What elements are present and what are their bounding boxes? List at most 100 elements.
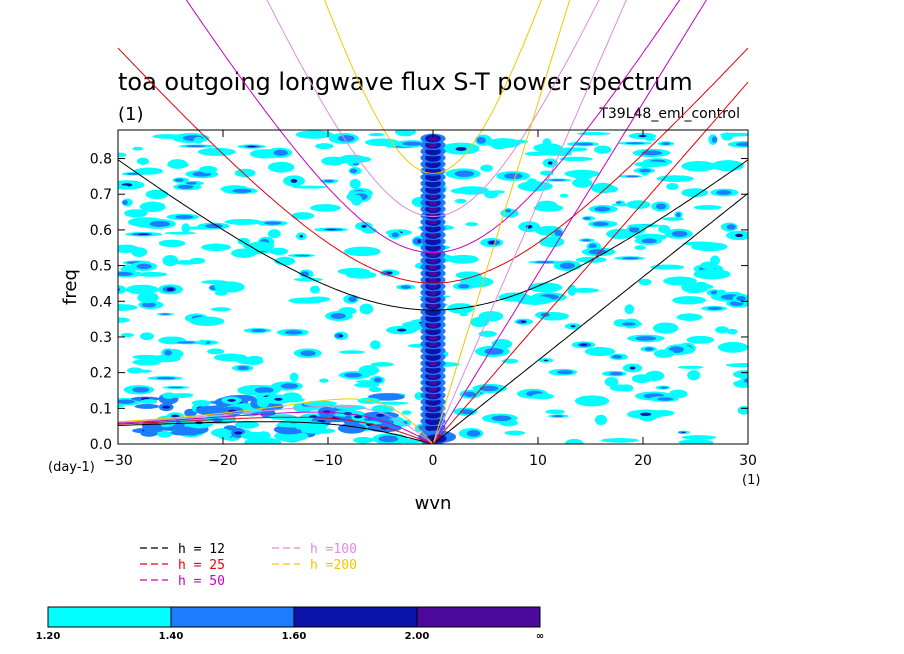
contour-blob xyxy=(134,167,164,175)
contour-blob xyxy=(291,185,328,189)
contour-blob xyxy=(319,378,329,383)
rossby-curve xyxy=(117,411,434,445)
dispersion-curves xyxy=(117,0,749,445)
contour-blob xyxy=(291,212,315,220)
contour-blob xyxy=(368,386,382,393)
chart-title: toa outgoing longwave flux S-T power spe… xyxy=(118,68,693,96)
contour-blob xyxy=(186,181,198,185)
contour-blob xyxy=(300,350,316,357)
contour-blob xyxy=(371,405,395,413)
contour-blob xyxy=(662,217,685,221)
contour-blob xyxy=(668,389,688,399)
contour-blob xyxy=(644,137,657,141)
contour-blob xyxy=(118,152,127,158)
contour-blob xyxy=(559,193,569,198)
contour-blob xyxy=(491,415,512,422)
contour-blob xyxy=(156,376,176,380)
colorbar-swatch xyxy=(170,606,295,628)
y-tick-label: 0.4 xyxy=(90,294,112,310)
contour-blob xyxy=(638,278,652,286)
contour-blob xyxy=(588,249,608,255)
colorbar-label: 1.20 xyxy=(36,631,61,642)
contour-blob xyxy=(542,148,572,156)
contour-blob xyxy=(428,142,438,148)
contour-blob xyxy=(466,430,481,437)
contour-blob xyxy=(310,204,341,212)
contour-blob xyxy=(625,175,640,178)
contour-blob xyxy=(592,221,609,227)
contour-blob xyxy=(223,425,238,431)
contour-blob xyxy=(376,413,385,417)
contour-blob xyxy=(726,328,738,335)
contour-blob xyxy=(715,326,729,334)
contour-blob xyxy=(185,145,206,148)
contour-blob xyxy=(681,188,709,198)
contour-blob xyxy=(132,354,161,360)
contour-blob xyxy=(428,277,438,283)
contour-blob xyxy=(488,240,496,245)
contour-blob xyxy=(267,161,295,173)
contour-blob xyxy=(234,168,256,178)
contour-blob xyxy=(671,230,688,237)
contour-blob xyxy=(369,340,381,350)
contour-blob xyxy=(650,264,685,270)
contour-blob xyxy=(177,341,195,344)
contour-blob xyxy=(621,322,636,326)
contour-blob xyxy=(269,247,289,255)
rossby-curve xyxy=(117,416,434,445)
inertia-gravity-curve xyxy=(324,0,542,174)
contour-blob xyxy=(199,165,218,174)
y-tick-label: 0.5 xyxy=(90,259,112,275)
contour-blob xyxy=(124,209,148,218)
contour-blob xyxy=(428,206,438,212)
contour-blob xyxy=(359,303,374,315)
contour-blob xyxy=(361,224,367,228)
contour-blob xyxy=(509,139,529,144)
contour-blob xyxy=(464,391,476,397)
contour-blob xyxy=(640,412,652,416)
contour-blob xyxy=(138,233,150,236)
contour-blob xyxy=(428,392,438,398)
y-tick-label: 0.8 xyxy=(90,152,112,168)
contour-blob xyxy=(158,239,186,248)
contour-blob xyxy=(428,193,438,199)
contour-blob xyxy=(127,367,143,374)
contour-blob xyxy=(118,185,129,189)
contour-blob xyxy=(559,156,593,162)
contour-blob xyxy=(428,232,438,238)
contour-blob xyxy=(162,392,176,399)
contour-blob xyxy=(677,365,704,369)
contour-blob xyxy=(134,403,160,409)
contour-blob xyxy=(476,136,486,144)
contour-blob xyxy=(504,173,523,179)
contour-blob xyxy=(428,303,438,309)
contour-blob xyxy=(504,430,526,436)
legend-label: h =100 xyxy=(310,542,357,557)
contour-blob xyxy=(284,330,303,335)
contour-blob xyxy=(118,285,126,295)
axis-ticks: −30 −20 −10 0 10 20 30 0.0 0.1 0.2 0.3 0.4 0.5 0.6 0.7… xyxy=(90,130,757,469)
contour-blob xyxy=(224,218,262,225)
contour-blob xyxy=(323,179,334,183)
contour-blob xyxy=(570,325,576,328)
contour-blob xyxy=(207,348,225,355)
contour-blob xyxy=(616,201,622,204)
contour-blob xyxy=(344,372,362,378)
contour-blob xyxy=(247,145,256,148)
contour-blob xyxy=(214,281,245,293)
contour-blob xyxy=(428,283,438,289)
contour-blob xyxy=(160,313,170,316)
x-tick-label: 30 xyxy=(739,453,757,469)
contour-blob xyxy=(237,366,250,370)
contour-blob xyxy=(428,322,438,328)
rossby-curve xyxy=(118,421,434,445)
y-tick-label: 0.6 xyxy=(90,223,112,239)
contour-blob xyxy=(264,221,282,225)
contour-blob xyxy=(581,239,591,242)
contour-blob xyxy=(628,224,650,228)
contour-blob xyxy=(584,347,616,357)
contour-blob xyxy=(652,322,679,334)
rossby-curve xyxy=(117,398,434,445)
contour-blob xyxy=(193,136,204,144)
power-contours xyxy=(118,130,748,444)
